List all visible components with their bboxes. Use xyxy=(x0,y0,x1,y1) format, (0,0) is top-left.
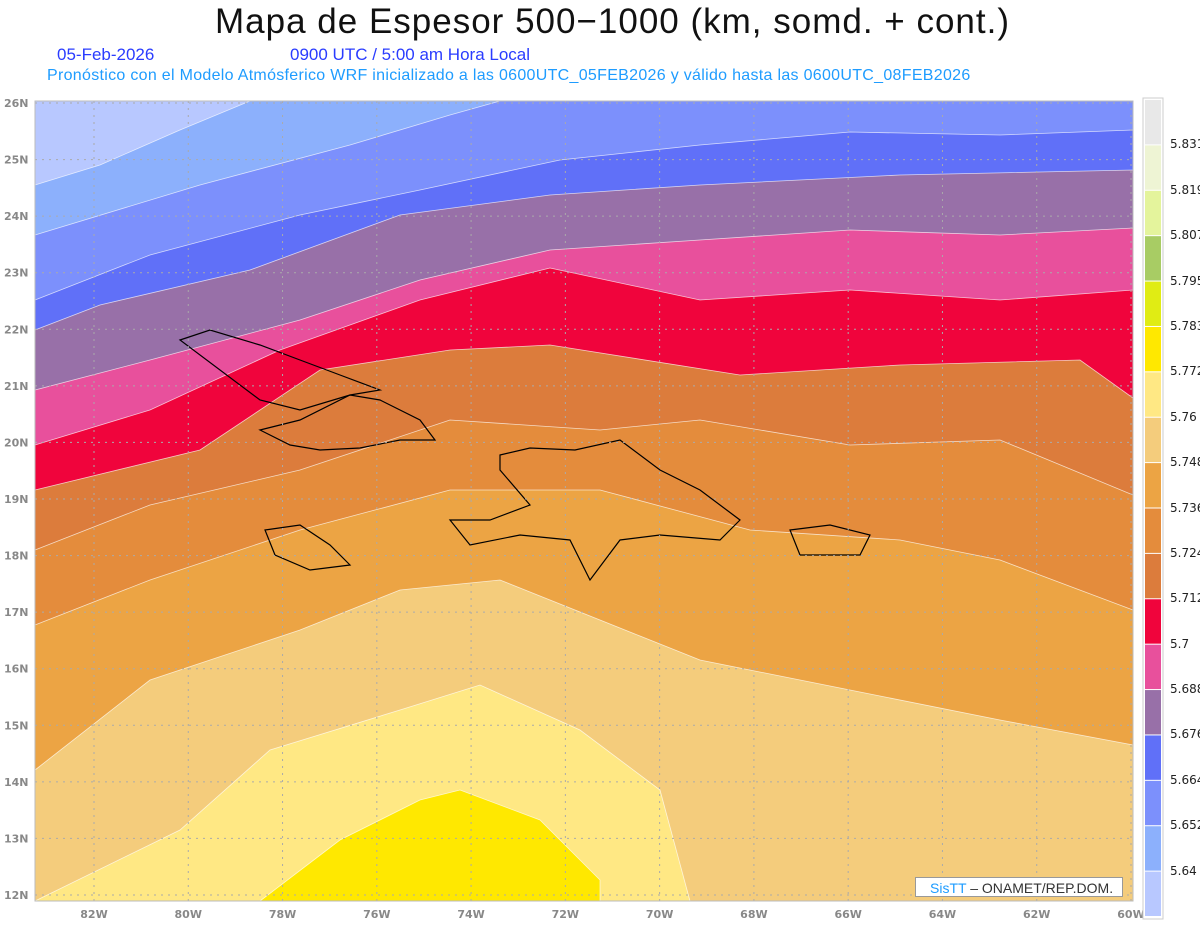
colorbar-label: 5.819 xyxy=(1170,182,1200,197)
colorbar-label: 5.712 xyxy=(1170,591,1200,606)
colorbar-swatch xyxy=(1145,145,1161,190)
coastline xyxy=(178,329,383,411)
lat-label: 20N xyxy=(4,436,29,449)
map-frame xyxy=(34,100,1134,902)
lat-label: 22N xyxy=(4,323,29,336)
colorbar-label: 5.64 xyxy=(1170,863,1197,878)
colorbar-label: 5.676 xyxy=(1170,727,1200,742)
colorbar-label: 5.7 xyxy=(1170,636,1190,651)
colorbar-label: 5.783 xyxy=(1170,318,1200,333)
colorbar-swatch xyxy=(1145,780,1161,826)
colorbar-swatch xyxy=(1145,417,1161,463)
lat-label: 23N xyxy=(4,267,29,280)
colorbar-label: 5.664 xyxy=(1170,772,1200,787)
colorbar-swatch xyxy=(1145,553,1161,599)
colorbar-swatch xyxy=(1145,690,1161,735)
lon-label: 70W xyxy=(646,908,673,921)
colorbar-swatch xyxy=(1145,236,1161,281)
lon-label: 74W xyxy=(457,908,484,921)
colorbar-swatch xyxy=(1145,871,1161,916)
colorbar-swatch xyxy=(1145,372,1161,417)
colorbar-label: 5.688 xyxy=(1170,682,1200,697)
coastline xyxy=(258,394,437,451)
coastline xyxy=(264,524,352,571)
forecast-time: 0900 UTC / 5:00 am Hora Local xyxy=(290,45,531,64)
lat-label: 12N xyxy=(4,889,29,902)
forecast-date: 05-Feb-2026 xyxy=(57,45,155,64)
colorbar-label: 5.831 xyxy=(1170,137,1200,152)
lat-label: 13N xyxy=(4,832,29,845)
lon-label: 78W xyxy=(269,908,296,921)
colorbar-label: 5.807 xyxy=(1170,228,1200,243)
colorbar-label: 5.76 xyxy=(1170,409,1197,424)
lat-label: 19N xyxy=(4,493,29,506)
coastline xyxy=(448,439,741,582)
lat-label: 24N xyxy=(4,210,29,223)
lat-label: 18N xyxy=(4,550,29,563)
colorbar-label: 5.652 xyxy=(1170,818,1200,833)
colorbar-swatch xyxy=(1145,644,1161,690)
lat-label: 16N xyxy=(4,663,29,676)
lat-label: 26N xyxy=(4,97,29,110)
colorbar-swatch xyxy=(1145,463,1161,508)
lat-label: 15N xyxy=(4,719,29,732)
forecast-description: Pronóstico con el Modelo Atmósferico WRF… xyxy=(47,67,971,84)
colorbar-label: 5.795 xyxy=(1170,273,1200,288)
colorbar-swatch xyxy=(1145,599,1161,644)
colorbar-label: 5.724 xyxy=(1170,545,1200,560)
credit-text: – ONAMET/REP.DOM. xyxy=(970,880,1114,896)
colorbar-label: 5.772 xyxy=(1170,364,1200,379)
colorbar-swatch xyxy=(1145,100,1161,145)
lon-label: 80W xyxy=(175,908,202,921)
colorbar-swatch xyxy=(1145,735,1161,780)
lat-label: 25N xyxy=(4,154,29,167)
lat-label: 21N xyxy=(4,380,29,393)
coastline xyxy=(789,524,871,556)
map-title: Mapa de Espesor 500−1000 (km, somd. + co… xyxy=(215,2,1010,41)
lat-label: 17N xyxy=(4,606,29,619)
colorbar-swatch xyxy=(1145,326,1161,372)
colorbar-label: 5.748 xyxy=(1170,455,1200,470)
lon-label: 82W xyxy=(80,908,107,921)
lon-label: 72W xyxy=(552,908,579,921)
credit-brand: SisTT xyxy=(930,880,967,896)
colorbar-swatch xyxy=(1145,508,1161,553)
colorbar-swatch xyxy=(1145,826,1161,871)
thickness-band xyxy=(258,789,601,902)
lat-label: 14N xyxy=(4,776,29,789)
colorbar-label: 5.736 xyxy=(1170,500,1200,515)
lon-label: 60W xyxy=(1117,908,1144,921)
lon-label: 62W xyxy=(1023,908,1050,921)
colorbar-swatch xyxy=(1145,190,1161,236)
lon-label: 76W xyxy=(363,908,390,921)
lon-label: 68W xyxy=(740,908,767,921)
lon-label: 64W xyxy=(929,908,956,921)
credit-box: SisTT – ONAMET/REP.DOM. xyxy=(915,877,1123,897)
colorbar-swatch xyxy=(1145,281,1161,326)
lon-label: 66W xyxy=(834,908,861,921)
